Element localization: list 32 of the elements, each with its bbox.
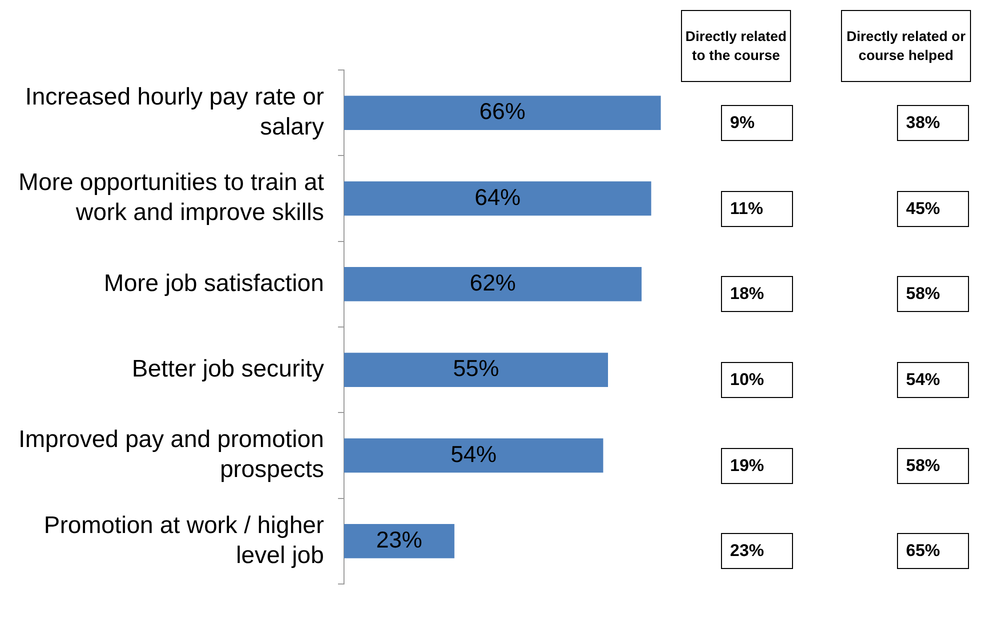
text: 54% <box>906 370 940 389</box>
y-tick-label: Better job security <box>132 355 324 382</box>
text: 10% <box>730 370 764 389</box>
text: 9% <box>730 112 755 132</box>
text: 65% <box>906 541 940 560</box>
data-label: 54% <box>450 440 497 467</box>
bar <box>344 96 661 130</box>
data-label: 55% <box>452 355 500 382</box>
bar <box>344 352 608 387</box>
data-label: 64% <box>474 184 521 210</box>
text: 18% <box>730 284 764 304</box>
y-tick-label: More opportunities to train at work and improve skills <box>18 169 324 226</box>
bar <box>344 181 652 216</box>
text: 58% <box>906 456 940 474</box>
text: 45% <box>906 198 940 218</box>
data-label: 66% <box>479 98 526 124</box>
y-tick-label: More job satisfaction <box>104 270 324 297</box>
text: 19% <box>730 456 764 474</box>
category-label: Directly related to the course <box>684 27 788 65</box>
bar <box>344 438 604 473</box>
text: 23% <box>730 541 764 560</box>
y-tick-label: Promotion at work / higher level job <box>44 512 324 569</box>
bar <box>344 267 642 302</box>
text: 38% <box>906 112 940 132</box>
category-label: Directly related or course helped <box>845 27 967 65</box>
data-label: 23% <box>376 526 422 553</box>
text: 58% <box>906 284 940 304</box>
bar <box>344 524 454 558</box>
data-label: 62% <box>470 270 516 296</box>
text: 11% <box>730 198 764 218</box>
y-tick-label: Increased hourly pay rate or salary <box>25 83 324 140</box>
y-tick-label: Improved pay and promotion prospects <box>18 426 324 484</box>
